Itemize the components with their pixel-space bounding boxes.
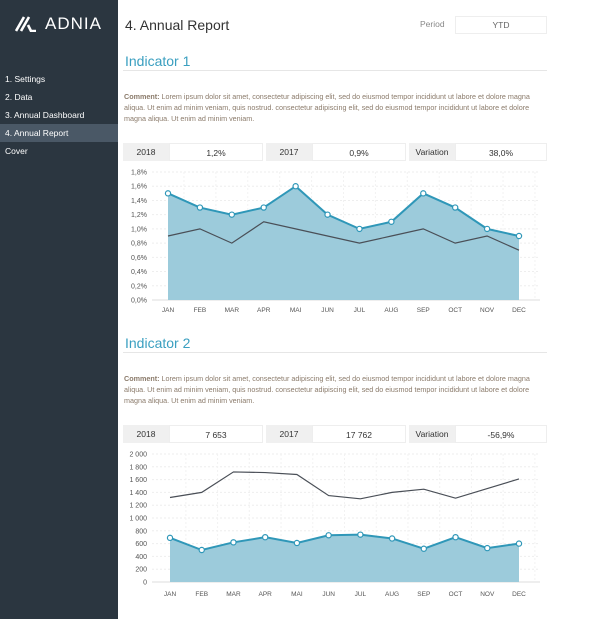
kpi-2017-value: 0,9% bbox=[312, 143, 406, 161]
y-tick-label: 0,4% bbox=[131, 269, 147, 276]
comment-label: Comment: bbox=[124, 374, 160, 383]
x-tick-label: APR bbox=[257, 307, 271, 314]
area-series-line bbox=[167, 184, 520, 237]
kpi-2018-label: 2018 bbox=[123, 143, 169, 161]
data-point bbox=[260, 204, 267, 211]
x-tick-label: MAR bbox=[225, 307, 240, 314]
indicator-1-title: Indicator 1 bbox=[125, 53, 191, 69]
data-point bbox=[420, 190, 427, 197]
sidebar: ADNIA 1. Settings 2. Data 3. Annual Dash… bbox=[0, 0, 118, 619]
indicator-1-comment: Comment: Lorem ipsum dolor sit amet, con… bbox=[124, 91, 544, 124]
y-tick-label: 1,2% bbox=[131, 212, 147, 219]
kpi-2018-label: 2018 bbox=[123, 425, 169, 443]
y-tick-label: 1,0% bbox=[131, 226, 147, 233]
x-tick-label: DEC bbox=[512, 307, 526, 314]
comment-text: Lorem ipsum dolor sit amet, consectetur … bbox=[124, 374, 530, 405]
comment-text: Lorem ipsum dolor sit amet, consectetur … bbox=[124, 92, 530, 123]
kpi-2017-label: 2017 bbox=[266, 425, 312, 443]
data-point bbox=[483, 225, 491, 233]
x-tick-label: JAN bbox=[162, 307, 175, 314]
data-point bbox=[388, 218, 395, 225]
data-point bbox=[324, 211, 331, 218]
x-tick-label: NOV bbox=[480, 307, 495, 314]
period-select[interactable]: YTD bbox=[455, 16, 547, 34]
data-point bbox=[515, 232, 523, 240]
kpi-2017-value: 17 762 bbox=[312, 425, 406, 443]
y-tick-label: 0,2% bbox=[131, 283, 147, 290]
x-tick-label: JUN bbox=[321, 307, 334, 314]
x-tick-label: JUL bbox=[354, 307, 366, 314]
kpi-2018-value: 7 653 bbox=[169, 425, 263, 443]
kpi-variation-value: 38,0% bbox=[455, 143, 547, 161]
brand-name: ADNIA bbox=[45, 14, 102, 33]
comment-label: Comment: bbox=[124, 92, 160, 101]
kpi-variation-label: Variation bbox=[409, 143, 455, 161]
comparison-line-series bbox=[167, 221, 520, 251]
y-tick-label: 1,6% bbox=[131, 184, 147, 191]
data-point bbox=[164, 190, 172, 197]
sidebar-item-annual-dashboard[interactable]: 3. Annual Dashboard bbox=[5, 110, 85, 120]
x-tick-label: FEB bbox=[194, 307, 207, 314]
period-label: Period bbox=[420, 19, 445, 29]
kpi-variation-label: Variation bbox=[409, 425, 455, 443]
logo: ADNIA bbox=[15, 14, 102, 34]
adnia-logo-icon bbox=[15, 16, 36, 32]
y-tick-label: 0,0% bbox=[131, 298, 147, 305]
area-series-fill bbox=[168, 186, 519, 300]
y-tick-label: 0,8% bbox=[131, 241, 147, 248]
kpi-variation-value: -56,9% bbox=[455, 425, 547, 443]
data-point bbox=[356, 225, 363, 233]
indicator-2-comment: Comment: Lorem ipsum dolor sit amet, con… bbox=[124, 373, 544, 406]
sidebar-item-cover[interactable]: Cover bbox=[5, 146, 28, 156]
x-tick-label: MAI bbox=[290, 307, 302, 314]
y-tick-label: 0,6% bbox=[131, 255, 147, 262]
divider bbox=[123, 70, 547, 71]
x-tick-label: AUG bbox=[384, 307, 398, 314]
data-point bbox=[451, 204, 459, 211]
sidebar-item-annual-report[interactable]: 4. Annual Report bbox=[0, 124, 118, 142]
indicator-2-title: Indicator 2 bbox=[125, 335, 191, 351]
data-point bbox=[228, 211, 236, 218]
sidebar-item-settings[interactable]: 1. Settings bbox=[5, 74, 46, 84]
x-tick-label: OCT bbox=[448, 307, 462, 314]
data-point bbox=[196, 204, 204, 211]
kpi-2017-label: 2017 bbox=[266, 143, 312, 161]
kpi-2018-value: 1,2% bbox=[169, 143, 263, 161]
y-tick-label: 1,4% bbox=[131, 198, 147, 205]
page-title: 4. Annual Report bbox=[125, 17, 230, 33]
data-point bbox=[292, 183, 299, 190]
x-tick-label: SEP bbox=[417, 307, 430, 314]
y-tick-label: 1,8% bbox=[131, 170, 147, 177]
divider bbox=[123, 352, 547, 353]
sidebar-item-data[interactable]: 2. Data bbox=[5, 92, 33, 102]
